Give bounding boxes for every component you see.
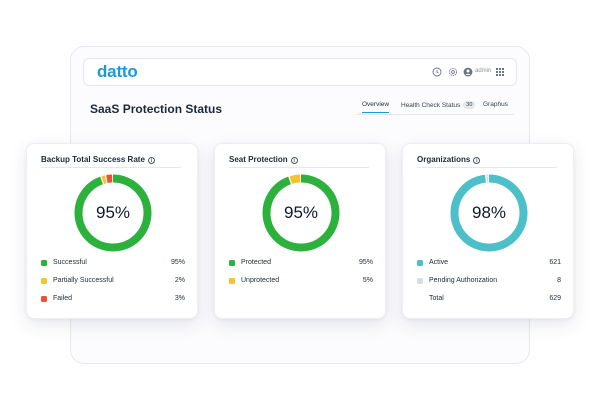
legend-value: 95% — [170, 259, 185, 266]
legend-row-failed: Failed 3% — [41, 294, 185, 312]
tab-overview-label: Overview — [362, 101, 390, 108]
help-icon[interactable] — [432, 67, 442, 77]
card-title-text: Organizations — [417, 155, 471, 164]
tab-bar: Overview Health Check Status 30 Graphus — [356, 101, 514, 115]
page-title: SaaS Protection Status — [90, 102, 223, 116]
legend-row-unprotected: Unprotected 5% — [229, 276, 373, 294]
donut-segment-0 — [450, 174, 528, 252]
donut-segment-0 — [262, 174, 340, 252]
info-icon[interactable]: i — [290, 157, 298, 164]
legend-label: Pending Authorization — [429, 277, 498, 284]
donut-center-value: 95% — [95, 203, 131, 222]
legend-swatch — [41, 296, 47, 302]
top-navbar: datto admin — [83, 58, 517, 86]
legend-value: 95% — [358, 259, 373, 266]
legend-label: Successful — [53, 259, 87, 266]
app-grid-icon[interactable] — [495, 67, 505, 77]
legend-label: Active — [429, 259, 449, 266]
tab-health-check-label: Health Check Status — [401, 102, 461, 109]
legend-row-active: Active 621 — [417, 258, 561, 276]
donut-center-value: 95% — [283, 203, 319, 222]
card-title-text: Backup Total Success Rate — [41, 155, 145, 164]
legend-row-total: Total 629 — [417, 294, 561, 312]
donut-segment-0 — [74, 174, 152, 252]
card-divider — [41, 167, 181, 168]
legend: Successful 95% Partially Successful 2% F… — [41, 258, 185, 312]
legend-value: 5% — [362, 277, 373, 284]
settings-icon[interactable] — [448, 67, 458, 77]
legend-row-successful: Successful 95% — [41, 258, 185, 276]
legend-row-pending-authorization: Pending Authorization 8 — [417, 276, 561, 294]
organizations-card: Organizations i 98% Active 621 Pending Au… — [402, 143, 574, 319]
seat-protection-donut-chart — [262, 174, 340, 252]
legend-row-protected: Protected 95% — [229, 258, 373, 276]
card-title: Backup Total Success Rate i — [41, 155, 155, 164]
card-title: Organizations i — [417, 155, 481, 164]
legend-row-partially-successful: Partially Successful 2% — [41, 276, 185, 294]
tab-overview[interactable]: Overview — [362, 101, 390, 113]
info-icon[interactable]: i — [147, 157, 155, 164]
legend-label: Unprotected — [241, 277, 280, 284]
legend-value: 3% — [174, 295, 185, 302]
legend-label: Total — [429, 295, 444, 302]
tab-health-check-status[interactable]: Health Check Status 30 — [401, 101, 476, 113]
datto-logo[interactable]: datto — [97, 62, 138, 81]
tabs-divider — [356, 114, 514, 115]
tab-graphus-label: Graphus — [483, 101, 508, 108]
backup-success-donut-chart — [74, 174, 152, 252]
legend-value: 2% — [174, 277, 185, 284]
health-check-count-badge: 30 — [463, 101, 476, 109]
backup-success-card: Backup Total Success Rate i 95% Successfu… — [26, 143, 198, 319]
card-divider — [229, 167, 369, 168]
organizations-donut-chart — [450, 174, 528, 252]
tab-graphus[interactable]: Graphus — [483, 101, 508, 112]
legend-label: Protected — [241, 259, 271, 266]
legend-swatch — [417, 260, 423, 266]
donut-center-value: 98% — [471, 203, 507, 222]
user-name[interactable]: admin — [475, 68, 492, 74]
card-title: Seat Protection i — [229, 155, 298, 164]
legend-label: Failed — [53, 295, 73, 302]
legend-swatch — [229, 278, 235, 284]
card-divider — [417, 167, 557, 168]
legend-swatch — [229, 260, 235, 266]
user-avatar-icon[interactable] — [463, 67, 473, 77]
legend-value: 8 — [557, 277, 561, 284]
legend-value: 629 — [549, 295, 561, 302]
seat-protection-card: Seat Protection i 95% Protected 95% Unpro… — [214, 143, 386, 319]
info-icon[interactable]: i — [473, 157, 481, 164]
legend-swatch — [417, 278, 423, 284]
legend-swatch — [41, 278, 47, 284]
legend-value: 621 — [549, 259, 561, 266]
legend-label: Partially Successful — [53, 277, 114, 284]
legend-swatch — [41, 260, 47, 266]
card-title-text: Seat Protection — [229, 155, 288, 164]
legend: Active 621 Pending Authorization 8 Total… — [417, 258, 561, 312]
legend: Protected 95% Unprotected 5% — [229, 258, 373, 294]
